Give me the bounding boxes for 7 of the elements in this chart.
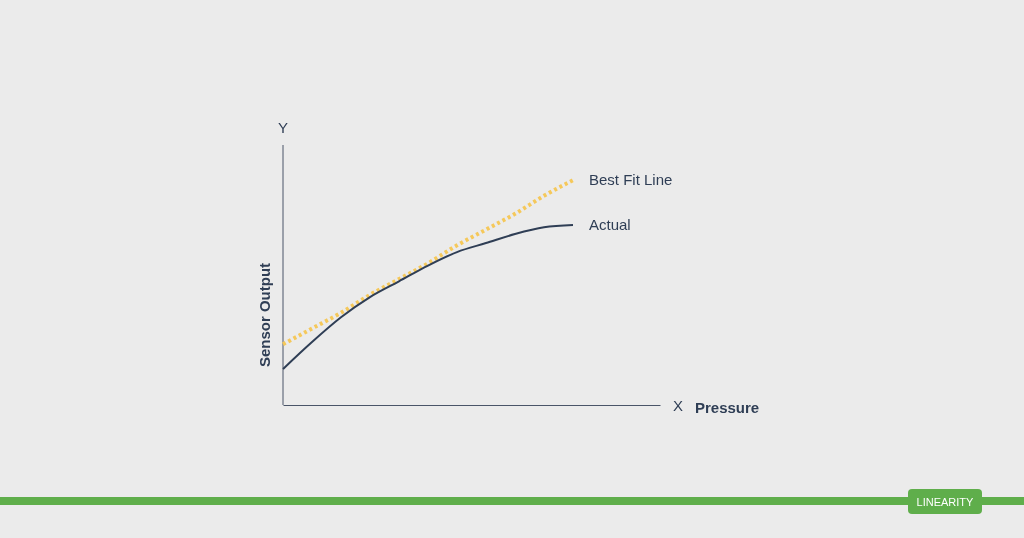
text: LINEARITY (916, 496, 975, 508)
series-label: Actual (589, 216, 631, 234)
text: X (672, 397, 684, 414)
y-axis-title: Sensor Output (256, 262, 273, 368)
x-axis-title: Pressure (695, 399, 760, 416)
text: Y (277, 119, 289, 136)
series-label: Best Fit Line (589, 171, 673, 189)
